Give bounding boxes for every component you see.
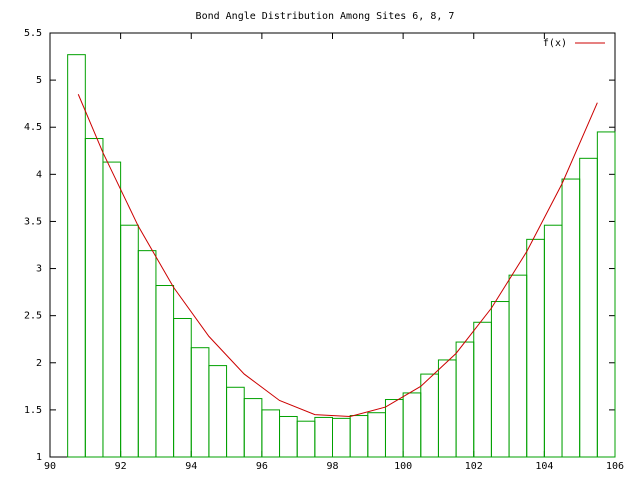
bar [243,398,263,458]
y-tick-label: 5.5 [24,28,42,39]
bar [437,359,457,458]
x-tick-label: 104 [535,461,553,472]
chart-title: Bond Angle Distribution Among Sites 6, 8… [196,11,455,22]
bar [120,224,139,458]
bar [526,238,545,458]
x-tick-label: 90 [44,461,56,472]
bar [384,399,404,458]
bar [137,250,157,458]
bar [455,341,475,458]
curve [77,94,598,417]
x-tick-label: 94 [185,461,197,472]
y-tick-label: 4 [36,169,42,180]
y-tick-label: 3.5 [24,216,42,227]
x-tick-label: 100 [394,461,412,472]
y-tick-label: 2 [36,358,42,369]
bar [508,274,528,458]
x-tick-label: 92 [115,461,127,472]
bar [173,317,192,458]
bar [349,415,369,458]
bar [579,157,598,458]
y-tick-label: 4.5 [24,122,42,133]
bar [314,416,333,458]
bar [226,386,245,458]
bar [190,347,210,458]
x-tick-label: 96 [256,461,268,472]
bar [296,420,316,458]
y-tick-label: 1 [36,452,42,463]
y-tick-label: 2.5 [24,311,42,322]
bar [420,373,439,458]
bar [473,321,492,458]
bar [102,161,122,458]
x-tick-label: 106 [606,461,624,472]
x-tick-label: 98 [326,461,338,472]
bar [155,285,175,458]
bar [208,365,228,458]
x-tick-label: 102 [465,461,483,472]
legend-label: f(x) [543,38,567,49]
bar [596,131,616,458]
y-tick-label: 3 [36,264,42,275]
bar [367,412,386,458]
bar [561,178,581,458]
bar [67,54,86,458]
y-tick-label: 5 [36,75,42,86]
bar [261,409,281,458]
bar [490,301,510,458]
bar [543,224,563,458]
bar [84,138,104,458]
bar [402,392,422,458]
bar [279,415,298,458]
bar [332,417,351,458]
y-tick-label: 1.5 [24,405,42,416]
